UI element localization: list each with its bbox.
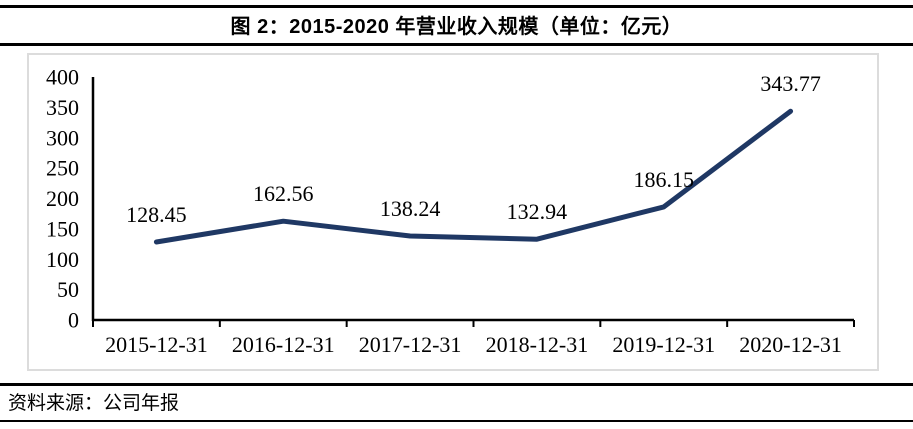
data-point-label: 132.94	[507, 199, 568, 224]
x-axis-tick-label: 2020-12-31	[739, 332, 842, 357]
data-point-label: 138.24	[380, 196, 441, 221]
figure-title: 图 2：2015-2020 年营业收入规模（单位：亿元）	[230, 16, 683, 38]
y-axis-tick-label: 200	[46, 186, 79, 211]
x-axis-tick-label: 2018-12-31	[486, 332, 589, 357]
y-axis-tick-label: 100	[46, 247, 79, 272]
x-axis-tick-label: 2019-12-31	[612, 332, 715, 357]
y-axis-tick-label: 350	[46, 95, 79, 120]
footer-rule	[0, 383, 913, 386]
title-rule	[0, 43, 913, 46]
x-axis-tick-label: 2016-12-31	[232, 332, 335, 357]
data-source-note: 资料来源：公司年报	[8, 393, 180, 414]
y-axis-tick-label: 150	[46, 216, 79, 241]
y-axis-tick-label: 300	[46, 125, 79, 150]
y-axis-tick-label: 0	[68, 308, 79, 333]
y-axis-tick-label: 250	[46, 156, 79, 181]
y-axis-tick-label: 400	[46, 65, 79, 90]
bottom-rule	[0, 420, 913, 422]
revenue-series-line	[153, 108, 794, 245]
y-axis-tick-label: 50	[57, 277, 79, 302]
data-point-label: 343.77	[760, 71, 821, 96]
data-point-label: 128.45	[126, 202, 187, 227]
x-axis-tick-label: 2017-12-31	[359, 332, 462, 357]
data-point-label: 186.15	[634, 167, 695, 192]
data-point-label: 162.56	[253, 181, 314, 206]
x-axis-tick-label: 2015-12-31	[105, 332, 208, 357]
top-rule	[0, 5, 913, 8]
line-chart: 0 50 100 150 200 250 300 350 400 2015-12-31 2016-1…	[46, 65, 855, 357]
chart-area: 0 50 100 150 200 250 300 350 400 2015-12-31 2016-1…	[27, 53, 879, 371]
